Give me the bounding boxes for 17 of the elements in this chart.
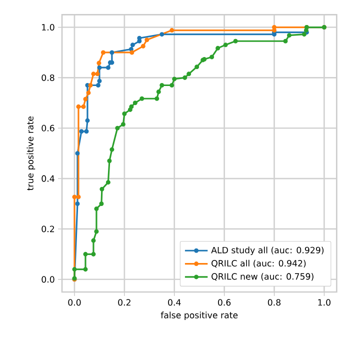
y-axis-title: true positive rate [26, 116, 36, 190]
x-tick-label: 0.0 [68, 299, 81, 306]
y-tick-label: 1.0 [42, 24, 54, 31]
x-tick-label: 0.8 [268, 299, 281, 306]
y-tick-label: 0.8 [42, 74, 54, 81]
legend-label: ALD study all (auc: 0.929) [211, 246, 324, 256]
legend-label: QRILC all (auc: 0.942) [212, 260, 306, 268]
x-tick-label: 1.0 [318, 299, 330, 306]
x-tick-label: 0.2 [118, 299, 130, 306]
y-tick-label: 0.0 [42, 276, 54, 283]
x-tick-label: 0.6 [218, 299, 231, 306]
y-tick-label: 0.4 [42, 175, 54, 182]
y-tick-label: 0.6 [42, 124, 54, 132]
x-tick-label: 0.4 [168, 299, 181, 306]
x-axis-title: false positive rate [160, 312, 238, 320]
legend-label: QRILC new (auc: 0.759) [212, 273, 314, 281]
y-tick-label: 0.2 [42, 226, 54, 232]
